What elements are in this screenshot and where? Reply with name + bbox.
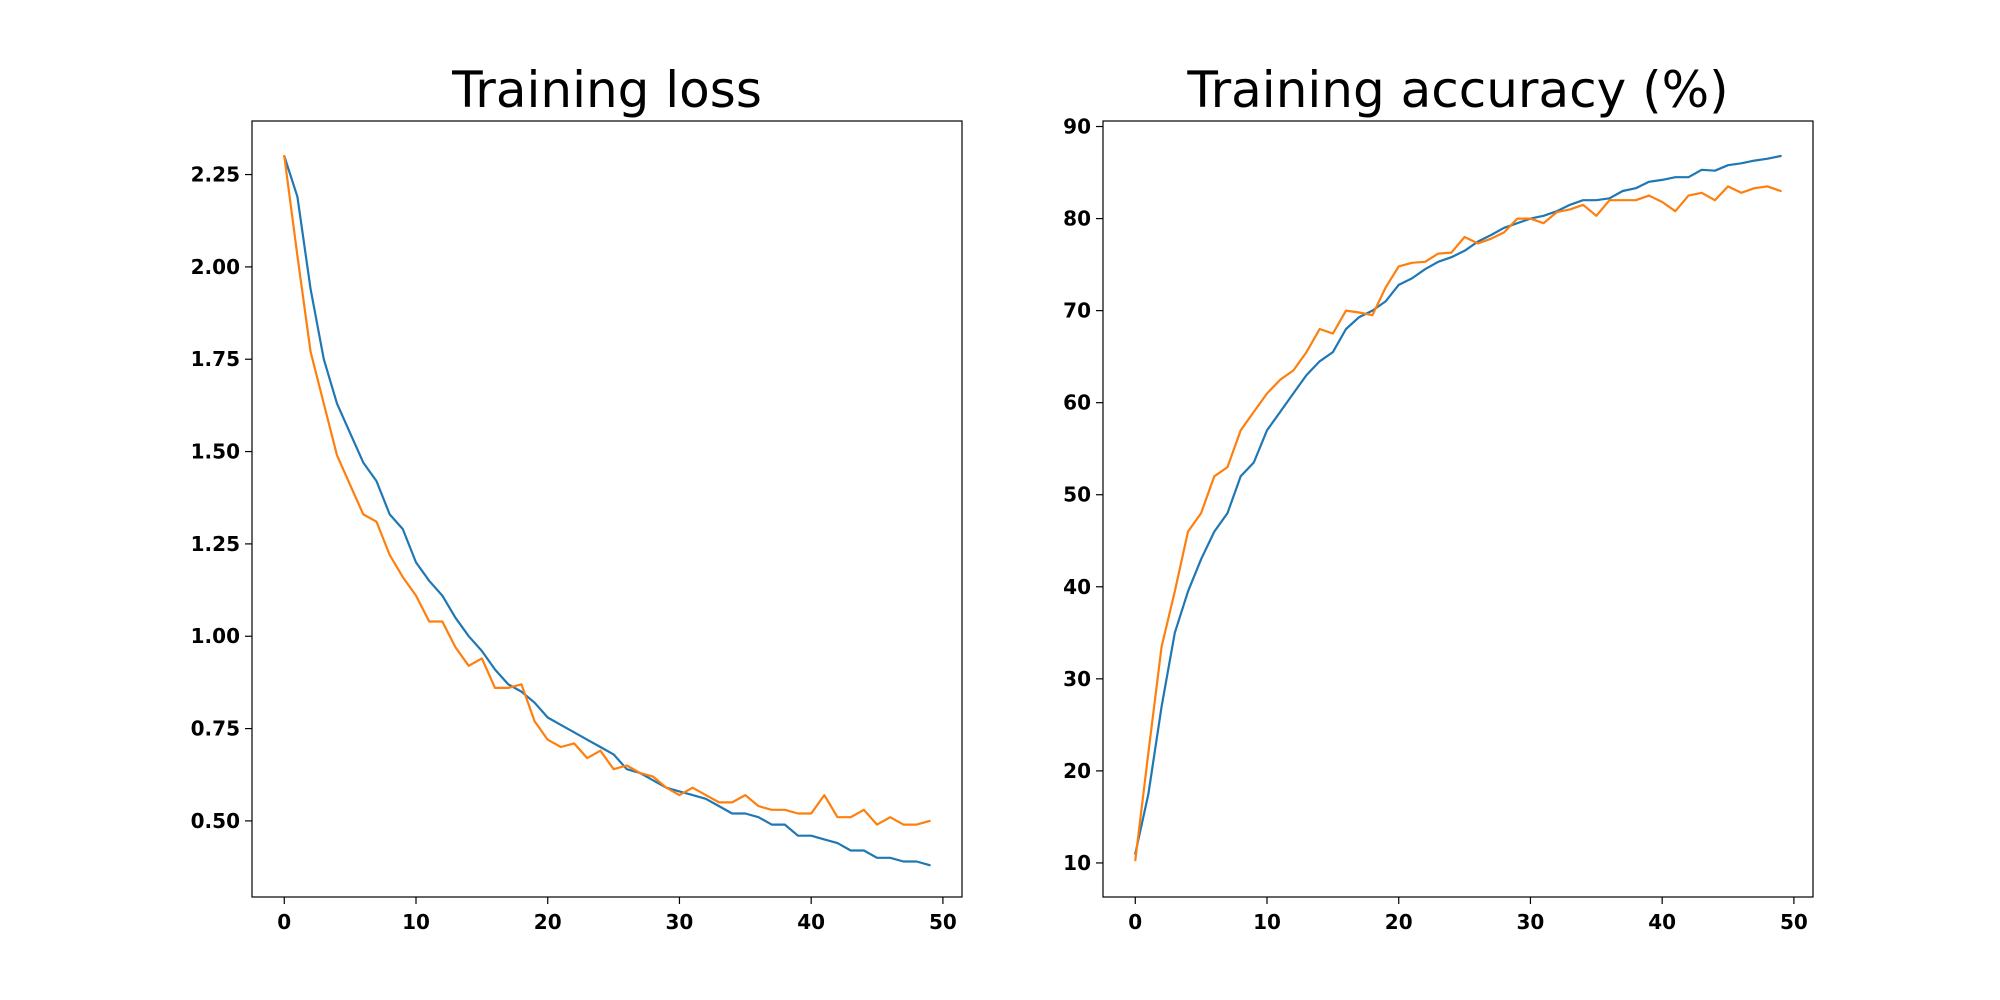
y-tick-label: 40 xyxy=(1063,575,1091,599)
y-tick-label: 1.75 xyxy=(191,347,240,371)
y-tick-label: 1.00 xyxy=(191,624,240,648)
y-tick-label: 60 xyxy=(1063,391,1091,415)
y-tick-label: 80 xyxy=(1063,207,1091,231)
training-accuracy-chart: Training accuracy (%) 0 10 20 30 40 50 10 20 30 4… xyxy=(1063,61,1814,934)
y-tick-label: 1.25 xyxy=(191,532,240,556)
y-tick-label: 0.75 xyxy=(191,717,240,741)
series-line-2 xyxy=(1134,185,1782,862)
y-tick-label: 2.25 xyxy=(191,163,240,187)
x-tick-label: 30 xyxy=(666,910,694,934)
x-tick-label: 50 xyxy=(1780,910,1808,934)
y-tick-label: 20 xyxy=(1063,759,1091,783)
x-tick-label: 0 xyxy=(1128,910,1142,934)
chart-title: Training accuracy (%) xyxy=(1186,61,1728,119)
y-tick-label: 90 xyxy=(1063,115,1091,139)
y-tick-label: 70 xyxy=(1063,299,1091,323)
y-tick-label: 2.00 xyxy=(191,255,240,279)
plot-frame xyxy=(1102,120,1814,898)
y-tick-label: 30 xyxy=(1063,667,1091,691)
x-tick-label: 50 xyxy=(929,910,957,934)
series-line-2 xyxy=(283,155,931,826)
y-tick-label: 1.50 xyxy=(191,440,240,464)
y-tick-label: 10 xyxy=(1063,851,1091,875)
x-tick-label: 10 xyxy=(402,910,430,934)
x-tick-label: 40 xyxy=(1648,910,1676,934)
x-tick-label: 40 xyxy=(797,910,825,934)
plot-frame xyxy=(251,120,963,898)
series-line-1 xyxy=(1134,154,1782,855)
x-tick-label: 30 xyxy=(1517,910,1545,934)
y-tick-label: 0.50 xyxy=(191,809,240,833)
y-tick-label: 50 xyxy=(1063,483,1091,507)
x-tick-label: 0 xyxy=(277,910,291,934)
x-tick-label: 20 xyxy=(534,910,562,934)
chart-title: Training loss xyxy=(451,61,762,119)
training-loss-chart: Training loss 0 10 20 30 40 50 0.50 0.75 1.00 1.2… xyxy=(191,61,963,934)
series-line-1 xyxy=(283,155,931,867)
x-tick-label: 20 xyxy=(1385,910,1413,934)
x-tick-label: 10 xyxy=(1253,910,1281,934)
